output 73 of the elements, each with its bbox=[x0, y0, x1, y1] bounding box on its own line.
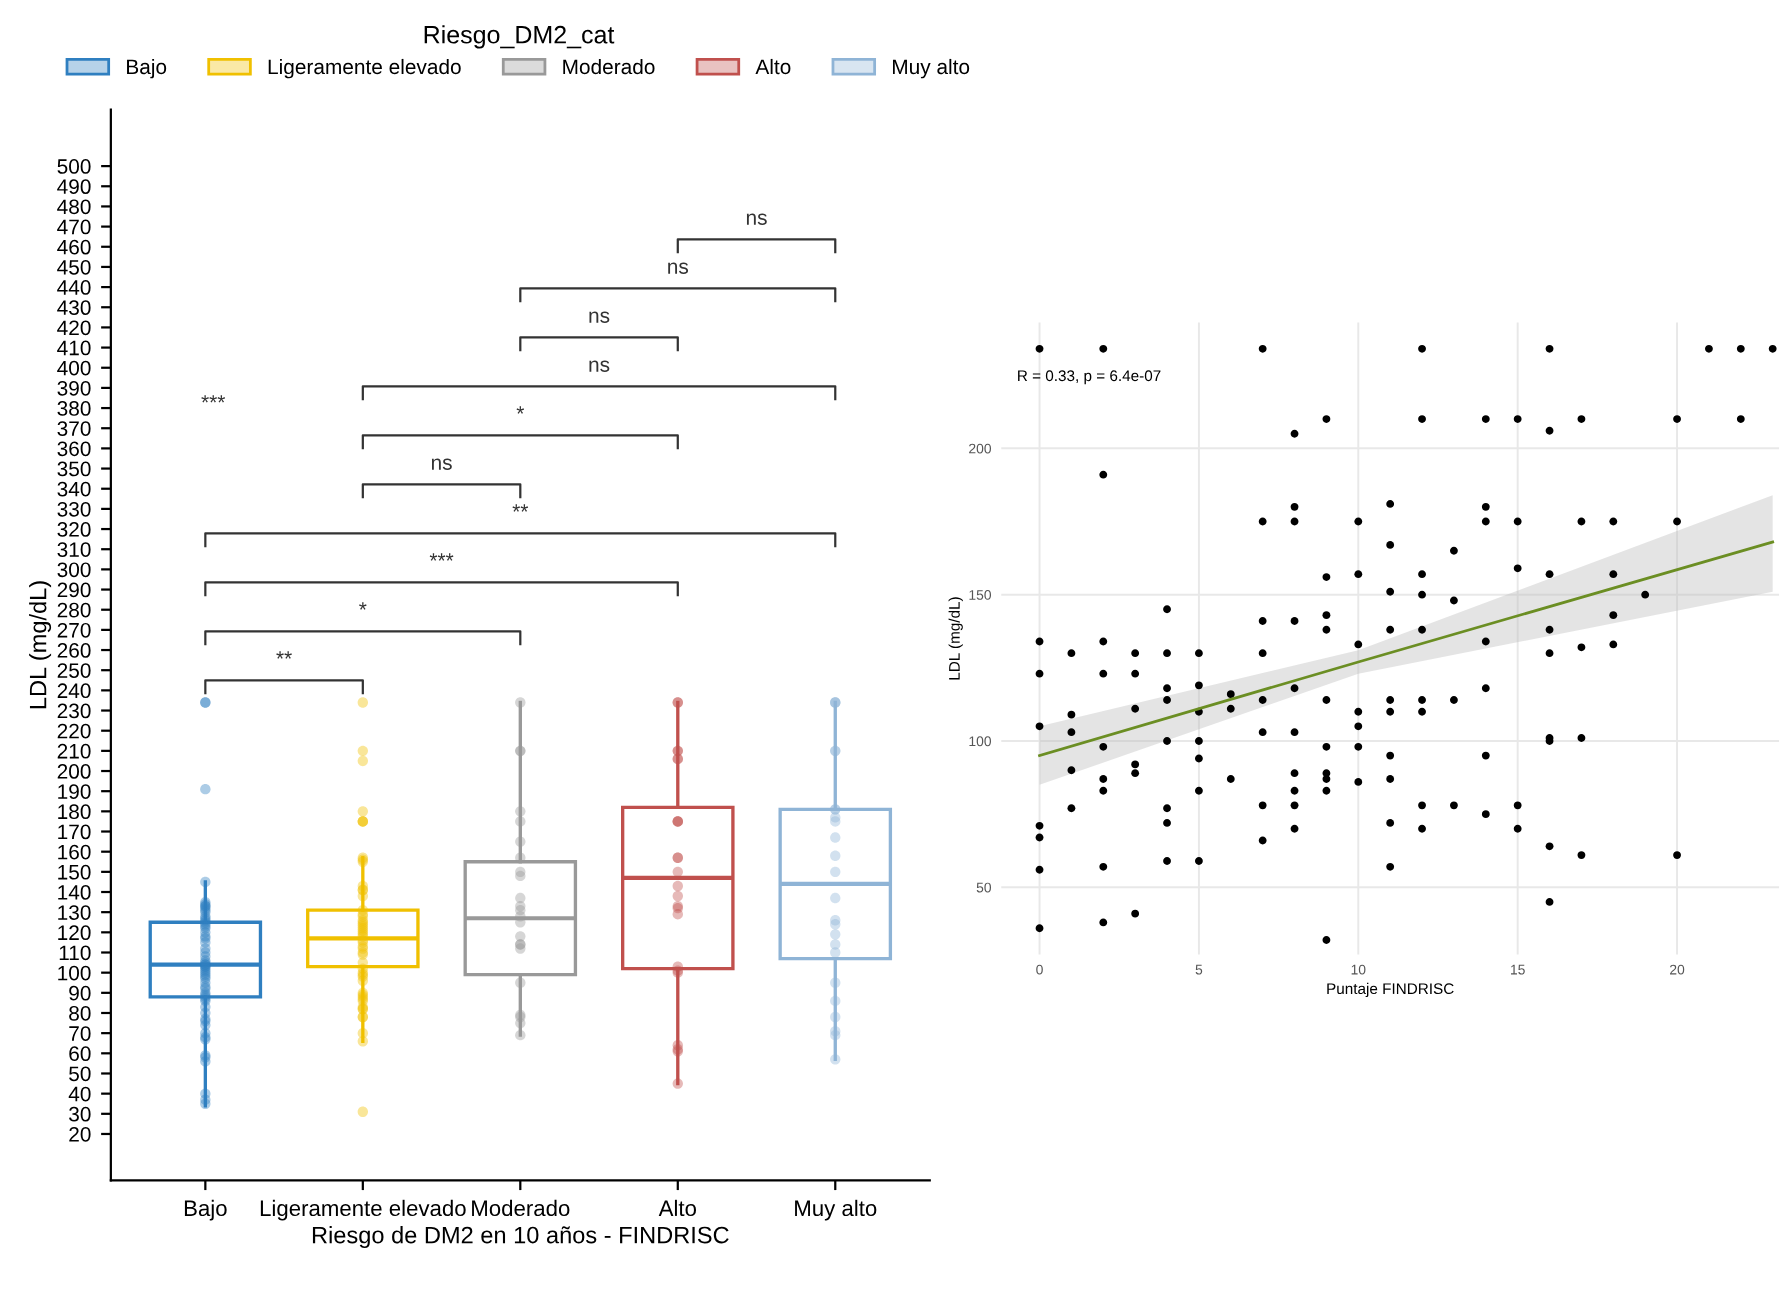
y-tick-label: 20 bbox=[69, 1126, 91, 1142]
y-tick-label: 450 bbox=[57, 259, 91, 275]
legend-label: Alto bbox=[755, 58, 791, 75]
y-tick-label: 290 bbox=[57, 582, 91, 598]
y-tick-label: 260 bbox=[57, 643, 91, 658]
annotation: * bbox=[359, 602, 367, 610]
y-tick-label: 190 bbox=[58, 784, 91, 799]
y-tick-label: 440 bbox=[57, 280, 91, 295]
y-tick-label: 270 bbox=[57, 622, 91, 638]
annotation: ns bbox=[668, 262, 689, 274]
y-tick-label: 230 bbox=[57, 703, 91, 719]
annotation: * bbox=[516, 406, 525, 414]
y-tick-label: 90 bbox=[69, 985, 91, 1001]
y-tick-label: 470 bbox=[57, 219, 91, 235]
y-tick-label: 420 bbox=[57, 320, 91, 336]
y-tick-label: 390 bbox=[57, 380, 91, 396]
annotation: ** bbox=[276, 651, 292, 659]
y-tick-label: 240 bbox=[57, 683, 91, 699]
annotation: *** bbox=[429, 553, 454, 561]
annotation: ns bbox=[746, 213, 767, 225]
y-tick-label: 40 bbox=[68, 1086, 91, 1102]
y-tick-label: 50 bbox=[69, 1066, 91, 1082]
y-tick-label: 250 bbox=[57, 663, 91, 678]
y-tick-label: 360 bbox=[57, 441, 91, 457]
annotation: *** bbox=[201, 395, 226, 403]
y-tick-label: 100 bbox=[58, 965, 91, 981]
legend-label: Bajo bbox=[127, 58, 167, 79]
y-tick-label: 340 bbox=[57, 481, 91, 497]
y-tick-label: 380 bbox=[57, 401, 91, 416]
x-tick-label: Alto bbox=[658, 1199, 696, 1217]
y-tick-label: 350 bbox=[57, 461, 91, 477]
legend-label: Ligeramente elevado bbox=[268, 58, 461, 79]
x-axis-title: Riesgo de DM2 en 10 años - FINDRISC bbox=[312, 1226, 729, 1249]
y-tick-label: 30 bbox=[69, 1106, 91, 1122]
y-tick-label: 70 bbox=[69, 1026, 91, 1041]
y-tick-label: 210 bbox=[57, 743, 91, 759]
y-tick-label: 500 bbox=[57, 159, 91, 174]
x-tick-label: Moderado bbox=[472, 1199, 570, 1217]
y-tick-label: 110 bbox=[59, 945, 91, 961]
y-tick-label: 160 bbox=[58, 844, 91, 860]
y-tick-label: 490 bbox=[57, 179, 91, 195]
y-tick-label: 140 bbox=[58, 885, 91, 900]
x-tick-label: Ligeramente elevado bbox=[260, 1199, 466, 1221]
annotation: ns bbox=[431, 458, 452, 470]
annotation: ns bbox=[589, 360, 610, 372]
y-tick-label: 460 bbox=[57, 239, 91, 255]
legend-label: Moderado bbox=[563, 58, 655, 75]
x-tick-label: Bajo bbox=[184, 1199, 227, 1221]
y-tick-label: 80 bbox=[69, 1005, 91, 1021]
y-tick-label: 200 bbox=[57, 764, 91, 779]
y-tick-label: 150 bbox=[58, 864, 91, 880]
y-tick-label: 430 bbox=[57, 300, 91, 316]
y-tick-label: 300 bbox=[57, 562, 91, 578]
y-tick-label: 310 bbox=[57, 542, 91, 557]
y-tick-label: 180 bbox=[58, 804, 91, 820]
annotation: ** bbox=[512, 504, 529, 512]
y-tick-label: 220 bbox=[57, 723, 91, 739]
y-tick-label: 60 bbox=[69, 1046, 91, 1062]
y-tick-label: 400 bbox=[57, 360, 91, 376]
x-tick-label: Muy alto bbox=[795, 1199, 877, 1221]
y-tick-label: 280 bbox=[57, 602, 91, 618]
y-tick-label: 170 bbox=[58, 824, 91, 840]
y-tick-label: 130 bbox=[58, 905, 91, 920]
y-axis-title: LDL (mg/dL) bbox=[29, 581, 52, 709]
y-tick-label: 320 bbox=[57, 522, 91, 537]
legend-title: Riesgo_DM2_cat bbox=[424, 25, 615, 49]
y-tick-label: 410 bbox=[57, 340, 91, 356]
y-tick-label: 330 bbox=[57, 501, 91, 517]
y-tick-label: 120 bbox=[58, 925, 91, 941]
annotation: ns bbox=[589, 311, 610, 323]
y-tick-label: 480 bbox=[57, 199, 91, 215]
y-tick-label: 370 bbox=[57, 421, 91, 436]
legend-label: Muy alto bbox=[893, 58, 970, 79]
